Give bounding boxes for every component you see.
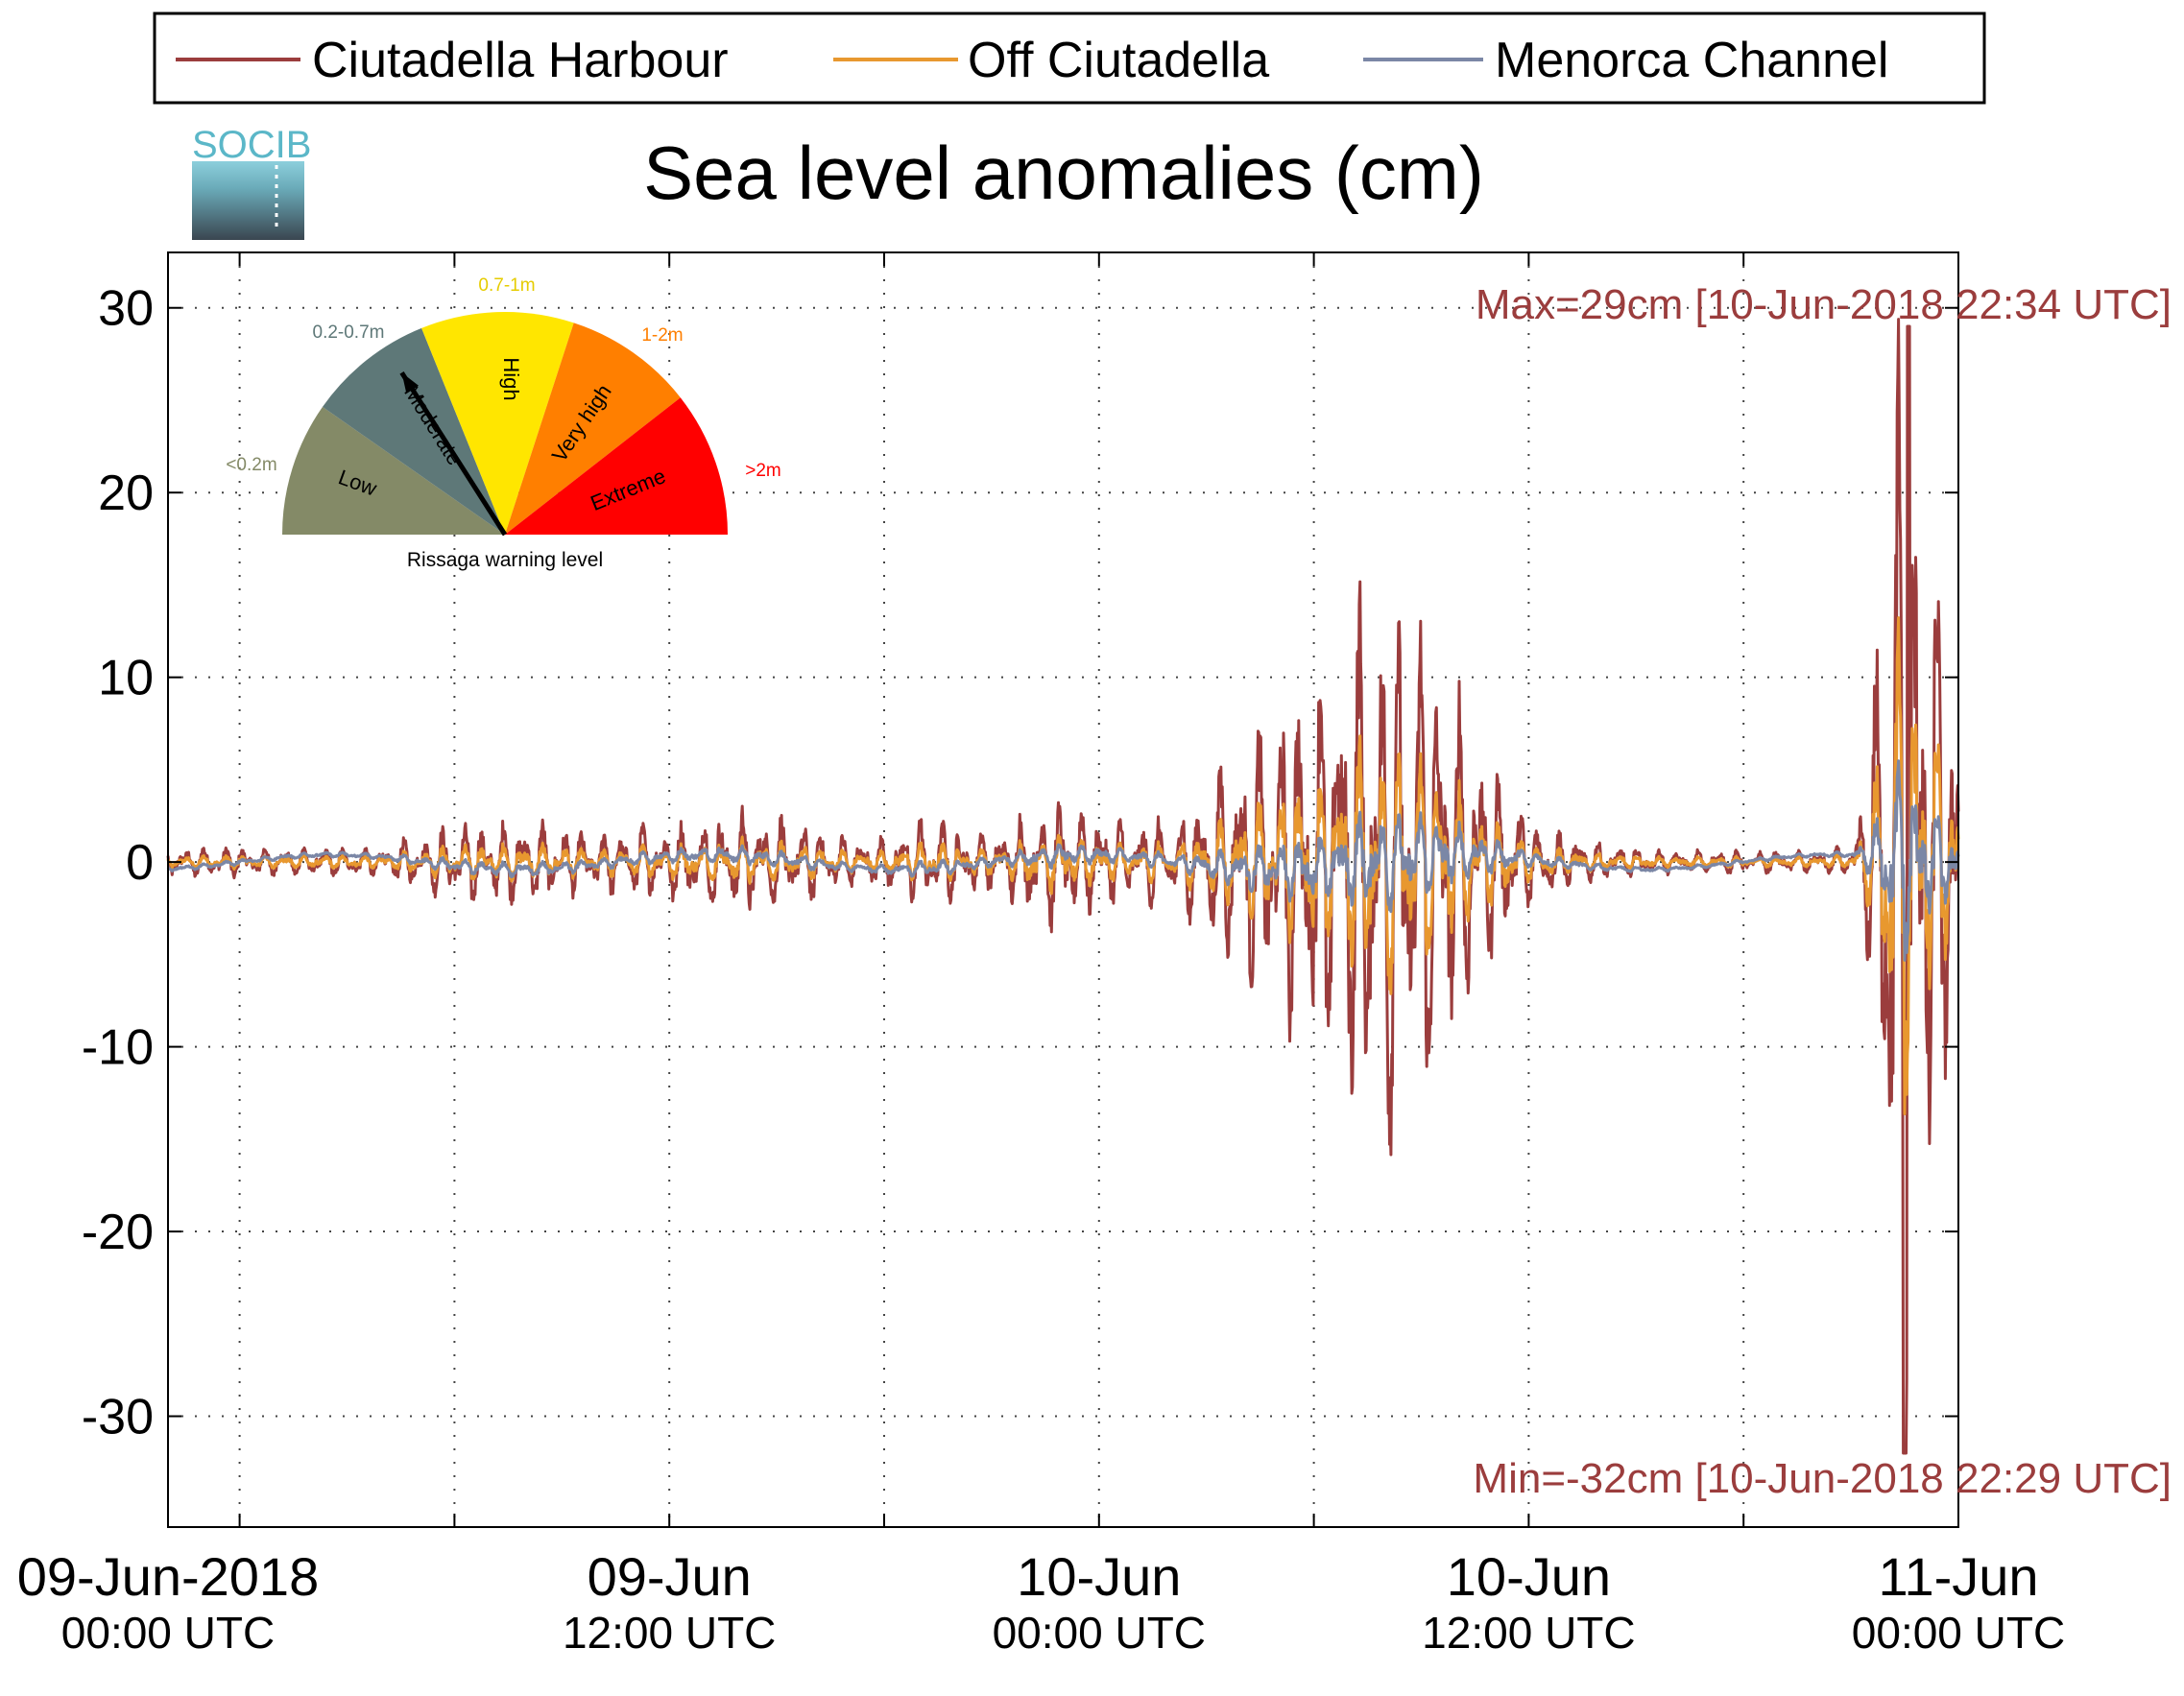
series-line-ciutadella-harbour xyxy=(166,318,1960,1455)
legend-label-menorca-channel: Menorca Channel xyxy=(1495,33,1888,88)
x-tick-label-time: 00:00 UTC xyxy=(61,1608,275,1658)
x-tick-label-date: 10-Jun xyxy=(1447,1546,1611,1607)
y-axis: -30 -20 -10 0 10 20 30 xyxy=(82,281,1958,1445)
x-tick-label-time: 00:00 UTC xyxy=(993,1608,1206,1658)
gauge-range-label: <0.2m xyxy=(226,455,276,475)
gauge-needle-arrowhead xyxy=(401,372,419,394)
y-tick-label: -10 xyxy=(82,1020,154,1076)
gauge-sector-moderate xyxy=(323,327,505,535)
gauge-range-label: 1-2m xyxy=(641,325,683,346)
y-tick-label: 0 xyxy=(126,835,154,891)
logo-text: SOCIB xyxy=(192,124,311,166)
legend-label-ciutadella-harbour: Ciutadella Harbour xyxy=(312,33,729,88)
logo-wave-block xyxy=(192,161,304,240)
y-tick-label: 20 xyxy=(98,466,154,521)
gauge-needle xyxy=(399,370,508,537)
socib-logo: SOCIB xyxy=(192,124,311,240)
min-annotation: Min=-32cm [10-Jun-2018 22:29 UTC] xyxy=(1473,1455,2172,1502)
x-tick-label-time: 12:00 UTC xyxy=(1422,1608,1635,1658)
y-tick-label: 10 xyxy=(98,651,154,706)
series-lines xyxy=(166,318,1960,1455)
y-tick-label: 30 xyxy=(98,281,154,337)
gauge-sector-very-high xyxy=(505,322,681,535)
gauge-sector-low xyxy=(282,406,505,535)
gauge-sector-high xyxy=(421,312,574,535)
chart-title: Sea level anomalies (cm) xyxy=(643,131,1484,215)
x-tick-label-date: 09-Jun xyxy=(588,1546,752,1607)
y-tick-label: -20 xyxy=(82,1205,154,1260)
series-line-menorca-channel xyxy=(166,759,1960,962)
x-tick-label-time: 12:00 UTC xyxy=(563,1608,776,1658)
gauge-sector-label: High xyxy=(499,357,523,400)
x-tick-label-date: 11-Jun xyxy=(1878,1546,2038,1607)
legend-box xyxy=(153,12,1986,105)
rissaga-gauge: Rissaga warning level Low<0.2mModerate0.… xyxy=(226,275,780,571)
plot-frame xyxy=(167,251,1959,1528)
y-tick-label: -30 xyxy=(82,1390,154,1445)
gauge-sector-extreme xyxy=(505,397,728,535)
legend-label-off-ciutadella: Off Ciutadella xyxy=(968,33,1269,88)
gauge-range-label: >2m xyxy=(745,461,781,481)
x-tick-label-time: 00:00 UTC xyxy=(1852,1608,2065,1658)
gauge-range-label: 0.7-1m xyxy=(478,275,535,296)
gauge-caption: Rissaga warning level xyxy=(407,549,603,571)
gauge-range-label: 0.2-0.7m xyxy=(313,322,385,343)
x-tick-label-date: 10-Jun xyxy=(1017,1546,1181,1607)
legend: Ciutadella Harbour Off Ciutadella Menorc… xyxy=(153,12,1986,105)
x-tick-label-date: 09-Jun-2018 xyxy=(17,1546,319,1607)
max-annotation: Max=29cm [10-Jun-2018 22:34 UTC] xyxy=(1476,281,2172,328)
